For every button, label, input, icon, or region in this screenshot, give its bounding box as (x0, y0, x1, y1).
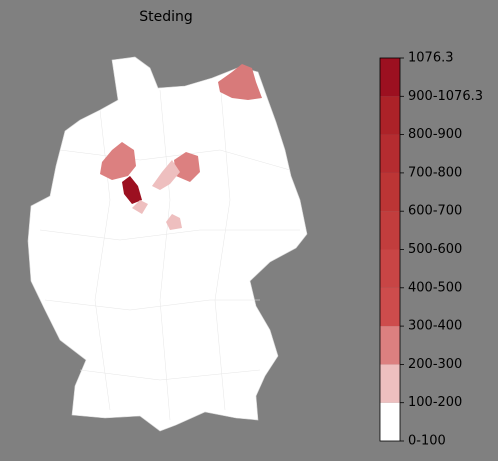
colorbar-segment (380, 58, 400, 97)
colorbar-label: 100-200 (408, 395, 462, 410)
country-outline (27, 56, 308, 432)
colorbar-label: 400-500 (408, 280, 462, 295)
colorbar: 0-100 100-200 200-300 300-400 400-500 500-600… (380, 51, 483, 449)
region (132, 200, 148, 214)
colorbar-frame (379, 57, 401, 442)
colorbar-label: 300-400 (408, 319, 462, 334)
colorbar-label: 900-1076.3 (408, 89, 483, 104)
colorbar-segment (380, 211, 400, 250)
map-title: Steding (139, 9, 193, 25)
colorbar-segment (380, 96, 400, 135)
district-lines (39, 79, 300, 421)
colorbar-label: 700-800 (408, 165, 462, 180)
colorbar-segment (380, 364, 400, 403)
colorbar-label: 500-600 (408, 242, 462, 257)
colorbar-segment (380, 287, 400, 327)
germany-map (27, 56, 308, 432)
region (174, 152, 200, 182)
colorbar-label: 600-700 (408, 204, 462, 219)
colorbar-label: 1076.3 (408, 51, 454, 66)
region (218, 64, 262, 100)
region (100, 142, 136, 180)
colorbar-label: 800-900 (408, 127, 462, 142)
region (152, 160, 180, 190)
colorbar-segment (380, 402, 400, 441)
region (122, 176, 142, 204)
colorbar-segment (380, 172, 400, 212)
colorbar-label: 200-300 (408, 357, 462, 372)
colorbar-segment (380, 326, 400, 365)
colorbar-segment (380, 134, 400, 173)
colorbar-segment (380, 249, 400, 288)
colorbar-label: 0-100 (408, 434, 446, 449)
region (166, 214, 182, 230)
